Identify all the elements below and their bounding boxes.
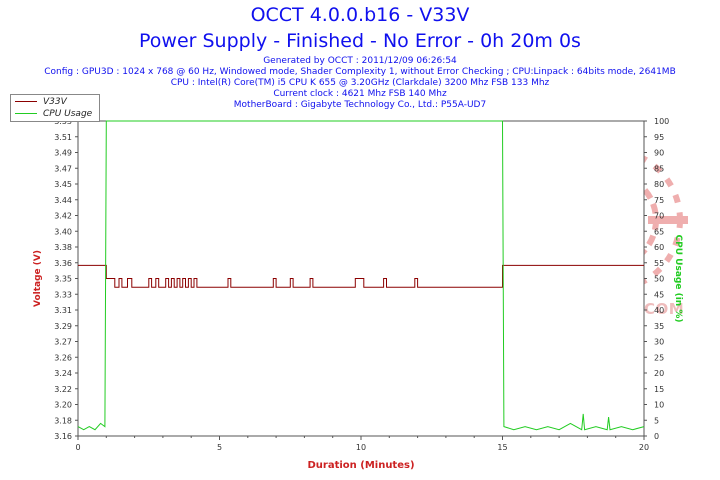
clock-info: Current clock : 4621 Mhz FSB 140 Mhz <box>273 89 447 99</box>
y2-tick-label: 5 <box>654 416 659 425</box>
y2-tick-label: 20 <box>654 369 664 378</box>
config-info: Config : GPU3D : 1024 x 768 @ 60 Hz, Win… <box>44 67 676 77</box>
series-line-v33v <box>78 264 644 288</box>
y2-tick-label: 95 <box>654 133 664 142</box>
y2-tick-label: 90 <box>654 149 664 158</box>
y-tick-label: 3.44 <box>54 196 72 205</box>
x-tick-label: 0 <box>75 443 80 452</box>
legend-label-v33v: V33V <box>43 97 67 107</box>
legend-item-v33v: V33V <box>15 96 99 108</box>
chart-legend: V33V CPU Usage <box>10 94 100 122</box>
legend-swatch-cpu-usage <box>15 113 37 114</box>
chart-subtitle: Power Supply - Finished - No Error - 0h … <box>139 30 581 52</box>
y-tick-label: 3.40 <box>54 227 72 236</box>
y-tick-label: 3.51 <box>54 133 72 142</box>
y-tick-label: 3.36 <box>54 259 72 268</box>
y2-tick-label: 15 <box>654 385 664 394</box>
y-tick-label: 3.27 <box>54 338 72 347</box>
y-axis-label: Voltage (V) <box>33 250 43 307</box>
y-tick-label: 3.22 <box>54 385 72 394</box>
y-tick-label: 3.18 <box>54 416 72 425</box>
y2-tick-label: 40 <box>654 306 664 315</box>
y2-tick-label: 25 <box>654 353 664 362</box>
y-tick-label: 3.47 <box>54 164 72 173</box>
legend-label-cpu-usage: CPU Usage <box>43 109 93 119</box>
y2-tick-label: 55 <box>654 259 664 268</box>
y2-tick-label: 0 <box>654 432 659 441</box>
generated-info: Generated by OCCT : 2011/12/09 06:26:54 <box>263 56 457 66</box>
y2-tick-label: 85 <box>654 164 664 173</box>
y-tick-label: 3.31 <box>54 306 72 315</box>
chart-title: OCCT 4.0.0.b16 - V33V <box>250 4 470 26</box>
y2-axis-label: CPU Usage (in %) <box>673 235 683 323</box>
x-tick-label: 5 <box>217 443 222 452</box>
y2-tick-label: 65 <box>654 227 664 236</box>
x-axis-label: Duration (Minutes) <box>307 460 414 471</box>
y2-tick-label: 50 <box>654 275 664 284</box>
x-tick-label: 20 <box>639 443 649 452</box>
y-tick-label: 3.49 <box>54 149 72 158</box>
cpu-info: CPU : Intel(R) Core(TM) i5 CPU K 655 @ 3… <box>170 78 550 88</box>
legend-item-cpu-usage: CPU Usage <box>15 108 99 120</box>
y2-tick-label: 70 <box>654 212 664 221</box>
y-tick-label: 3.33 <box>54 290 72 299</box>
y2-tick-label: 75 <box>654 196 664 205</box>
y-tick-label: 3.45 <box>54 180 72 189</box>
motherboard-info: MotherBoard : Gigabyte Technology Co., L… <box>233 100 487 110</box>
y2-tick-label: 30 <box>654 338 664 347</box>
y2-tick-label: 35 <box>654 322 664 331</box>
y2-tick-label: 45 <box>654 290 664 299</box>
y-tick-label: 3.26 <box>54 353 72 362</box>
y2-tick-label: 10 <box>654 401 664 410</box>
legend-swatch-v33v <box>15 101 37 102</box>
y2-tick-label: 100 <box>654 117 669 126</box>
series-line-cpu-usage <box>77 120 645 431</box>
y-tick-label: 3.35 <box>54 275 72 284</box>
y-tick-label: 3.16 <box>54 432 72 441</box>
y-tick-label: 3.42 <box>54 212 72 221</box>
x-tick-label: 10 <box>356 443 366 452</box>
y-tick-label: 3.24 <box>54 369 72 378</box>
y2-tick-label: 80 <box>654 180 664 189</box>
x-tick-label: 15 <box>497 443 507 452</box>
y-tick-label: 3.20 <box>54 401 72 410</box>
y-tick-label: 3.29 <box>54 322 72 331</box>
y-tick-label: 3.38 <box>54 243 72 252</box>
y2-tick-label: 60 <box>654 243 664 252</box>
